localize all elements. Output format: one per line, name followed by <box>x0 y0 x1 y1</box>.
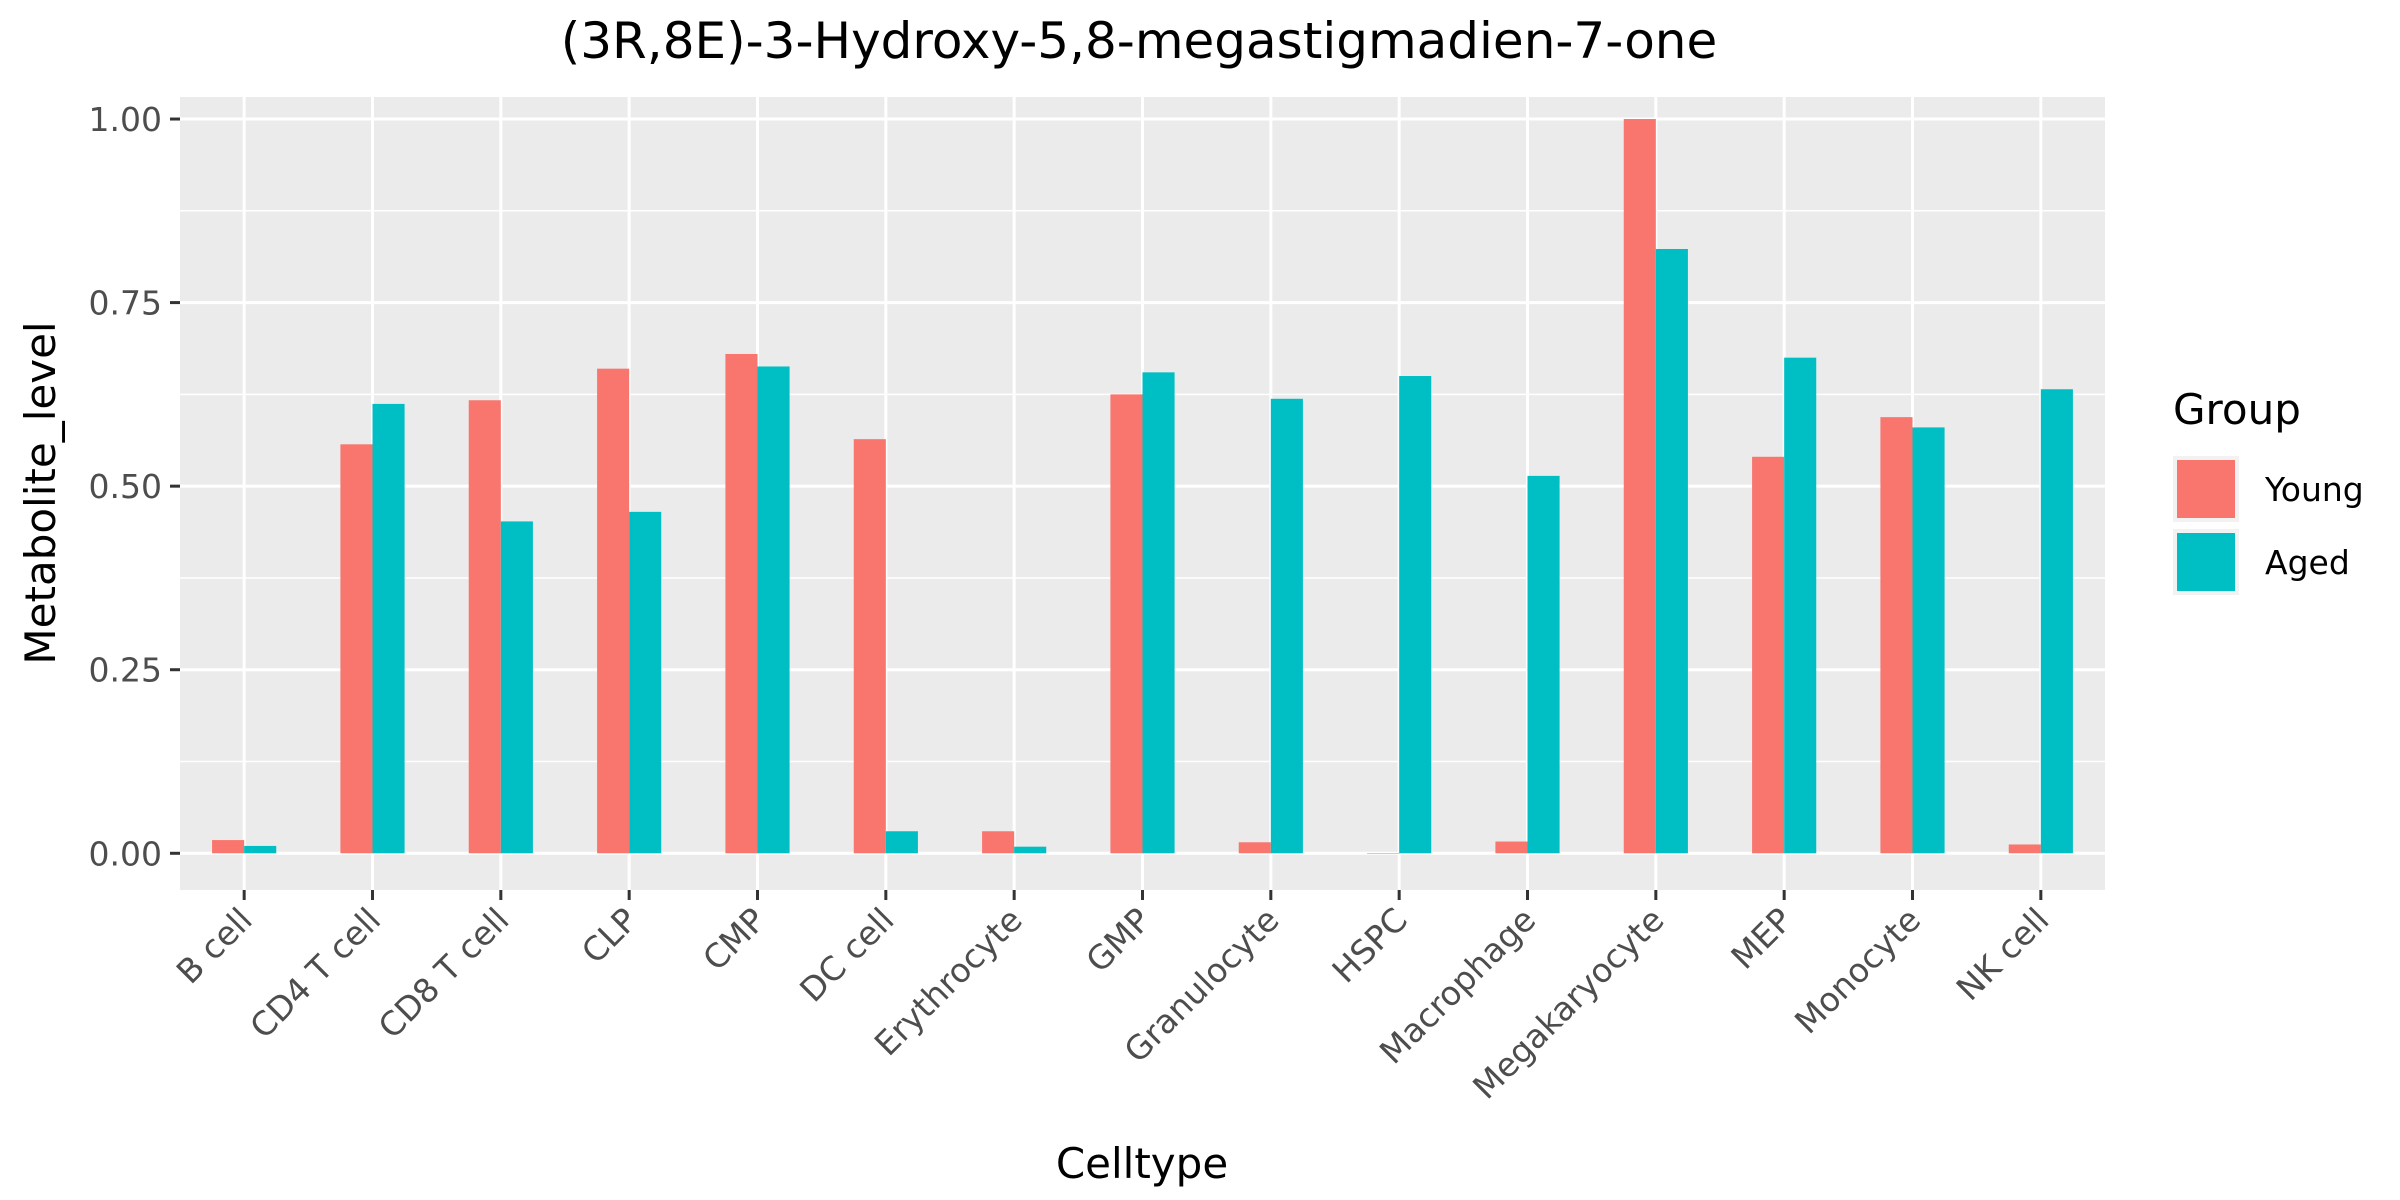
y-axis-title: Metabolite_level <box>16 321 65 664</box>
bar-aged-gmp <box>1142 372 1175 854</box>
legend: Group Young Aged <box>2173 385 2364 595</box>
bar-young-cd4-t-cell <box>340 444 373 854</box>
chart-title: (3R,8E)-3-Hydroxy-5,8-megastigmadien-7-o… <box>561 12 1718 70</box>
y-tick-label: 0.75 <box>89 284 162 323</box>
bar-aged-monocyte <box>1912 427 1945 854</box>
bar-young-gmp <box>1110 394 1143 854</box>
bars <box>212 119 2073 854</box>
bar-young-b-cell <box>212 840 245 854</box>
y-tick-label: 0.25 <box>89 651 162 690</box>
x-tick-label: B cell <box>169 900 260 991</box>
bar-young-mep <box>1752 456 1785 854</box>
legend-label-young: Young <box>2264 470 2364 509</box>
x-tick-label: CD8 T cell <box>371 900 517 1046</box>
bar-aged-hspc <box>1399 376 1432 854</box>
legend-swatch-aged <box>2177 533 2235 591</box>
bar-young-cmp <box>725 353 758 854</box>
x-tick-label: MEP <box>1723 900 1800 977</box>
bar-young-megakaryocyte <box>1623 119 1656 854</box>
y-tick-label: 0.00 <box>89 834 162 873</box>
bar-aged-clp <box>629 511 662 854</box>
x-tick-label: CLP <box>574 900 645 971</box>
bar-aged-mep <box>1784 357 1817 854</box>
x-tick-label: CD4 T cell <box>242 900 388 1046</box>
bar-young-dc-cell <box>853 439 886 854</box>
x-tick-label: CMP <box>695 900 773 978</box>
x-tick-label: NK cell <box>1949 900 2057 1008</box>
bar-young-hspc <box>1367 853 1400 854</box>
bar-young-granulocyte <box>1238 842 1271 854</box>
bar-young-cd8-t-cell <box>468 400 501 854</box>
x-tick-label: HSPC <box>1325 900 1415 990</box>
bar-aged-cd4-t-cell <box>372 403 405 854</box>
y-axis: 0.00 0.25 0.50 0.75 1.00 <box>89 100 180 873</box>
bar-aged-erythrocyte <box>1014 846 1047 854</box>
bar-aged-b-cell <box>244 845 277 854</box>
x-axis-title: Celltype <box>1056 1139 1228 1188</box>
x-tick-label: Monocyte <box>1787 900 1928 1041</box>
legend-label-aged: Aged <box>2265 543 2350 582</box>
bar-aged-nk-cell <box>2040 389 2073 854</box>
x-tick-label: DC cell <box>792 900 901 1009</box>
x-tick-label: GMP <box>1078 900 1158 980</box>
bar-young-clp <box>597 368 630 854</box>
legend-swatch-young <box>2177 460 2235 518</box>
bar-aged-megakaryocyte <box>1655 248 1688 854</box>
bar-young-macrophage <box>1495 841 1528 854</box>
bar-young-erythrocyte <box>982 831 1015 854</box>
bar-young-nk-cell <box>2008 844 2041 854</box>
y-tick-label: 0.50 <box>89 467 162 506</box>
bar-aged-granulocyte <box>1270 398 1303 854</box>
y-tick-label: 1.00 <box>89 100 162 139</box>
bar-aged-macrophage <box>1527 475 1560 854</box>
bar-aged-cd8-t-cell <box>500 521 533 854</box>
legend-title: Group <box>2173 385 2301 434</box>
bar-young-monocyte <box>1880 417 1913 854</box>
bar-aged-dc-cell <box>885 831 918 854</box>
bar-aged-cmp <box>757 366 790 854</box>
